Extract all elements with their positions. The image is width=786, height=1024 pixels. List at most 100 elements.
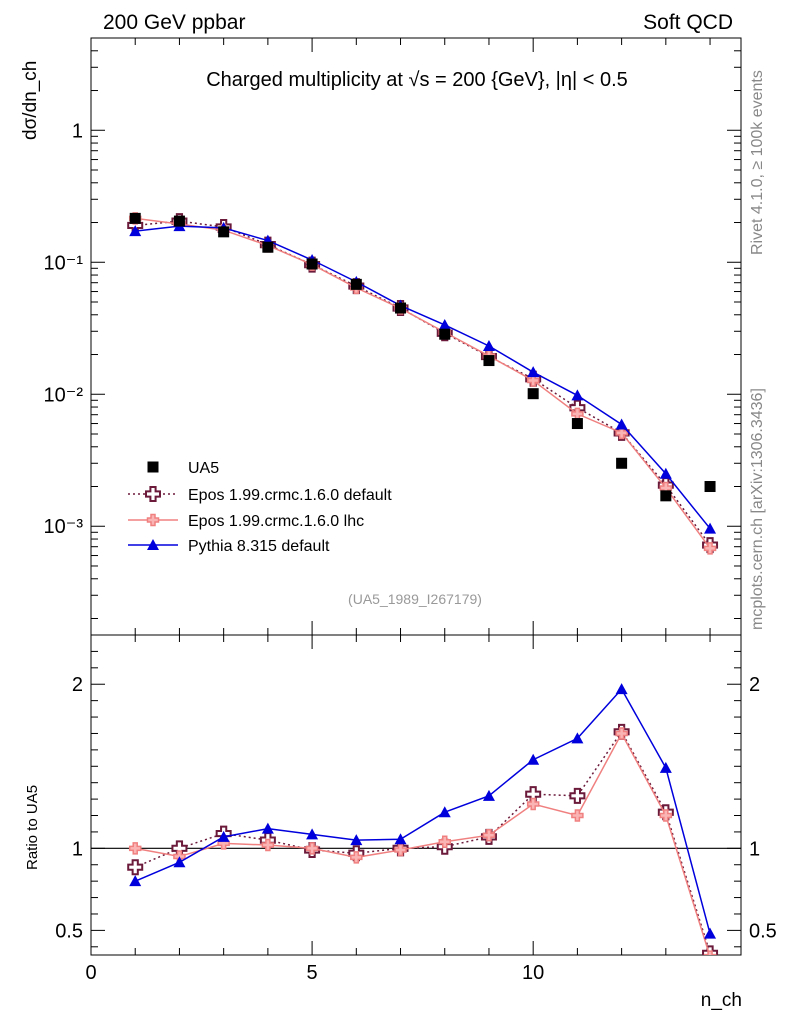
legend: UA5 Epos 1.99.crmc.1.6.0 default Epos 1.99… [128,460,392,555]
data-point [306,258,318,270]
main-series-layer [127,212,719,555]
data-point [527,366,540,378]
ratio-data-point [217,830,230,842]
data-point [571,389,584,401]
series-line [135,217,711,549]
ratio-data-point [571,809,584,822]
legend-marker [146,513,160,527]
y-tick-label: 1 [72,120,83,142]
data-point [527,388,539,400]
ratio-data-point [569,787,586,804]
ratio-series-layer [127,683,719,955]
data-point [659,467,672,479]
ratio-y-axis-label: Ratio to UA5 [24,785,41,870]
ratio-data-point [350,834,363,846]
y-axis-label: dσ/dn_ch [20,61,41,140]
ratio-data-point [704,927,717,939]
x-tick-label: 0 [85,962,96,984]
mcplots-label: mcplots.cern.ch [arXiv:1306.3436] [749,388,766,630]
y-tick-label: 10⁻³ [44,516,84,538]
ratio-data-point [261,822,274,834]
ratio-y-tick-label-right: 2 [749,674,760,696]
x-tick-label: 10 [522,962,544,984]
ratio-data-point [261,838,275,852]
ratio-y-tick-label: 2 [72,674,83,696]
data-point [439,328,451,340]
ratio-series-line [135,731,711,955]
data-point [704,481,716,493]
header-right: Soft QCD [643,11,733,34]
data-point [129,212,141,224]
ratio-series-epos-1-99-crmc-1-6-0-default [127,723,719,955]
data-point [395,302,407,314]
ratio-data-point [659,761,672,773]
ratio-y-tick-label-right: 1 [749,838,760,860]
data-point [571,418,583,430]
chart-title: Charged multiplicity at √s = 200 {GeV}, … [206,69,628,91]
ratio-data-point [703,950,717,955]
legend-label: UA5 [188,460,219,477]
data-point [526,374,540,387]
data-point [262,241,274,253]
x-axis-label: n_ch [701,990,742,1011]
data-point [438,318,451,330]
ratio-plot-frame [90,634,742,956]
ratio-data-point [527,753,540,765]
ratio-data-point [482,789,495,801]
legend-marker [147,461,159,473]
ratio-data-point [438,806,451,818]
series-ua5 [129,212,716,502]
ratio-data-point [129,875,142,887]
ratio-data-point [350,851,363,864]
data-point [615,418,628,430]
data-point [350,278,362,290]
data-point [483,355,495,367]
series-line [135,225,711,530]
rivet-label: Rivet 4.1.0, ≥ 100k events [749,70,766,255]
ratio-data-point [659,809,673,822]
y-tick-label: 10⁻² [44,384,84,406]
ratio-data-point [305,842,319,855]
ratio-data-point [394,833,407,845]
ratio-y-tick-label: 0.5 [55,920,83,942]
ratio-data-point [526,797,540,811]
x-tick-label: 5 [307,962,318,984]
data-point [660,490,672,502]
data-point [616,457,628,469]
data-point [482,340,495,352]
ratio-series-epos-1-99-crmc-1-6-0-lhc [128,727,717,955]
main-axis-ticks: 10⁻³ 10⁻² 10⁻¹ 1 [44,37,741,635]
ratio-data-point [394,843,407,857]
ratio-data-point [128,842,142,855]
legend-label: Epos 1.99.crmc.1.6.0 default [188,487,392,504]
y-tick-label: 10⁻¹ [44,252,84,274]
data-point [218,226,230,238]
ratio-series-line [134,730,711,954]
legend-label: Epos 1.99.crmc.1.6.0 lhc [188,513,364,530]
ratio-data-point [615,727,628,740]
analysis-tag: (UA5_1989_I267179) [348,591,482,607]
ratio-data-point [438,835,451,849]
ratio-data-point [571,732,584,744]
ratio-axis-ticks: 0.5 0.5 1 1 2 2 0 5 10 [55,635,777,984]
data-point [703,542,717,555]
legend-marker [147,539,159,550]
ratio-data-point [615,683,628,695]
data-point [704,522,717,534]
legend-label: Pythia 8.315 default [188,538,330,555]
ratio-data-point [127,859,144,876]
legend-marker [145,486,161,502]
series-pythia-8-315-default [129,220,717,534]
data-point [129,225,142,237]
data-point [173,215,185,227]
ratio-data-point [306,828,319,840]
ratio-data-point [173,856,186,868]
ratio-series-pythia-8-315-default [129,683,717,939]
ratio-series-line [134,687,711,934]
ratio-data-point [482,828,496,842]
data-point [615,426,628,440]
header-left: 200 GeV ppbar [103,11,245,34]
ratio-y-tick-label: 1 [72,838,83,860]
ratio-y-tick-label-right: 0.5 [749,920,777,942]
